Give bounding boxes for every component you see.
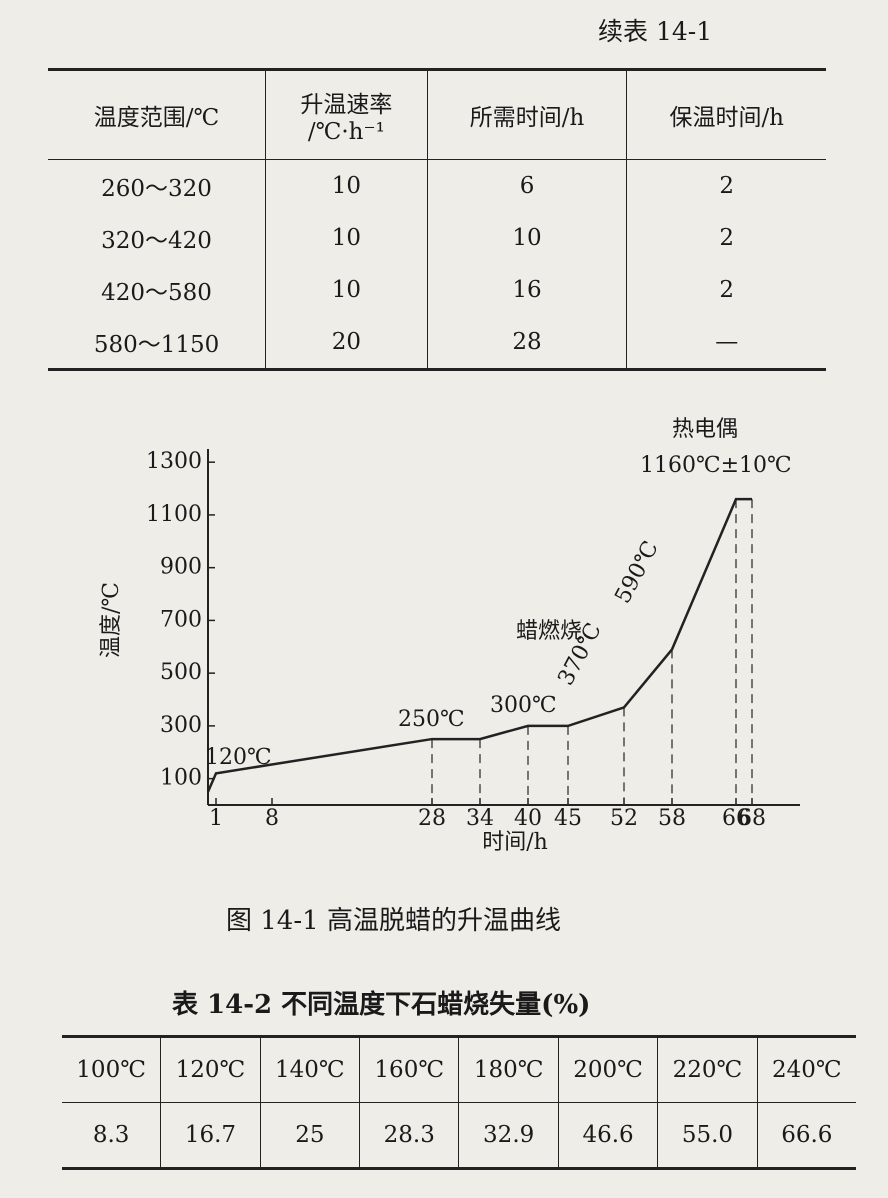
- annotation: 250℃: [398, 707, 465, 732]
- annotation: 300℃: [490, 693, 557, 718]
- cell: —: [626, 316, 826, 370]
- y-tick-label: 900: [160, 555, 202, 580]
- annotation: 蜡燃烧: [516, 619, 582, 644]
- cell: 6: [426, 159, 627, 212]
- x-tick-label: 8: [265, 806, 279, 831]
- header-line: /℃·h⁻¹: [307, 119, 385, 145]
- y-tick-label: 300: [160, 713, 202, 738]
- row: 580～1150 20 28—: [48, 316, 826, 370]
- cell: 32.9: [458, 1102, 559, 1169]
- annotation: 120℃: [205, 745, 272, 770]
- cell: 20: [265, 316, 428, 370]
- x-tick-label: 68: [738, 806, 766, 831]
- cell: 320～420: [101, 228, 212, 254]
- annotation: 1160℃±10℃: [640, 453, 792, 478]
- cell: 2: [626, 264, 826, 316]
- y-tick-label: 1100: [146, 502, 202, 527]
- cell: 16: [426, 264, 627, 316]
- figure-caption: 图 14-1 高温脱蜡的升温曲线: [226, 906, 561, 936]
- row: 420～580 10 16 2: [48, 264, 826, 316]
- y-tick-label: 700: [160, 607, 202, 632]
- x-tick-label: 34: [466, 806, 494, 831]
- header-cell: 保温时间/h: [626, 69, 826, 160]
- cell: 8.3: [62, 1102, 162, 1169]
- x-tick-label: 58: [658, 806, 686, 831]
- cell: 25: [259, 1102, 361, 1169]
- x-tick-label: 66: [722, 806, 750, 831]
- cell: 2: [626, 212, 826, 264]
- x-tick-label: 52: [610, 806, 638, 831]
- row: 8.3 16.7 25 28.3 32.9 46.6 55.0 66.6: [62, 1102, 856, 1169]
- cell: 2: [626, 159, 826, 212]
- table-title: 表 14-2 不同温度下石蜡烧失量(%): [172, 990, 591, 1020]
- y-axis-label: 温度/℃: [99, 582, 124, 658]
- cell: 66.6: [756, 1102, 856, 1169]
- header-cell: 温度范围/℃: [48, 69, 266, 160]
- header-row: 温度范围/℃ 升温速率/℃·h⁻¹ 所需时间/h 保温时间/h: [48, 69, 826, 160]
- header-cell: 240℃: [756, 1036, 856, 1103]
- header-cell: 120℃: [160, 1036, 261, 1103]
- cell: 10: [265, 264, 428, 316]
- header-cell: 升温速率/℃·h⁻¹: [265, 69, 428, 160]
- header-cell: 220℃: [657, 1036, 758, 1103]
- cell: 420～580: [101, 280, 212, 306]
- header-cell: 100℃: [62, 1036, 162, 1103]
- header-line: 升温速率: [300, 92, 393, 118]
- table-14-2: 100℃ 120℃ 140℃ 160℃ 180℃ 200℃ 220℃ 240℃ 8.3 16.7 2…: [62, 1035, 856, 1170]
- cell: 260～320: [101, 176, 212, 202]
- row: 260～320 10 6 2: [48, 159, 826, 212]
- cell: 46.6: [557, 1102, 659, 1169]
- cell: 16.7: [160, 1102, 261, 1169]
- x-tick-label: 45: [554, 806, 582, 831]
- y-tick-label: 100: [160, 766, 202, 791]
- annotation: 590℃: [611, 537, 664, 608]
- cell: 28.3: [359, 1102, 460, 1169]
- annotation: 热电偶: [672, 417, 738, 442]
- header-cell: 160℃: [359, 1036, 460, 1103]
- x-tick-label: 40: [514, 806, 542, 831]
- temperature-line: [206, 497, 752, 793]
- x-tick-label: 1: [209, 806, 223, 831]
- x-tick-label: 28: [418, 806, 446, 831]
- cell: 580～1150: [93, 332, 220, 358]
- row: 320～420 10 10 2: [48, 212, 826, 264]
- cell: 10: [265, 159, 428, 212]
- y-tick-label: 1300: [146, 449, 202, 474]
- chart: 时间/h 温度/℃ 100 300 500 700 900 1100 1300 1 8 28 34 4…: [99, 417, 800, 855]
- continued-label: 续表 14-1: [598, 17, 713, 46]
- x-axis-label: 时间/h: [482, 830, 548, 855]
- header-cell: 所需时间/h: [426, 69, 627, 160]
- y-tick-label: 500: [160, 660, 202, 685]
- table-14-1: 温度范围/℃ 升温速率/℃·h⁻¹ 所需时间/h 保温时间/h 260～320 10 6 2 3…: [48, 68, 826, 371]
- cell: 28: [426, 316, 627, 370]
- cell: 10: [265, 212, 428, 264]
- cell: 55.0: [657, 1102, 758, 1169]
- header-cell: 140℃: [259, 1036, 361, 1103]
- cell: 10: [426, 212, 627, 264]
- header-row: 100℃ 120℃ 140℃ 160℃ 180℃ 200℃ 220℃ 240℃: [62, 1036, 856, 1103]
- header-cell: 180℃: [458, 1036, 559, 1103]
- header-cell: 200℃: [557, 1036, 659, 1103]
